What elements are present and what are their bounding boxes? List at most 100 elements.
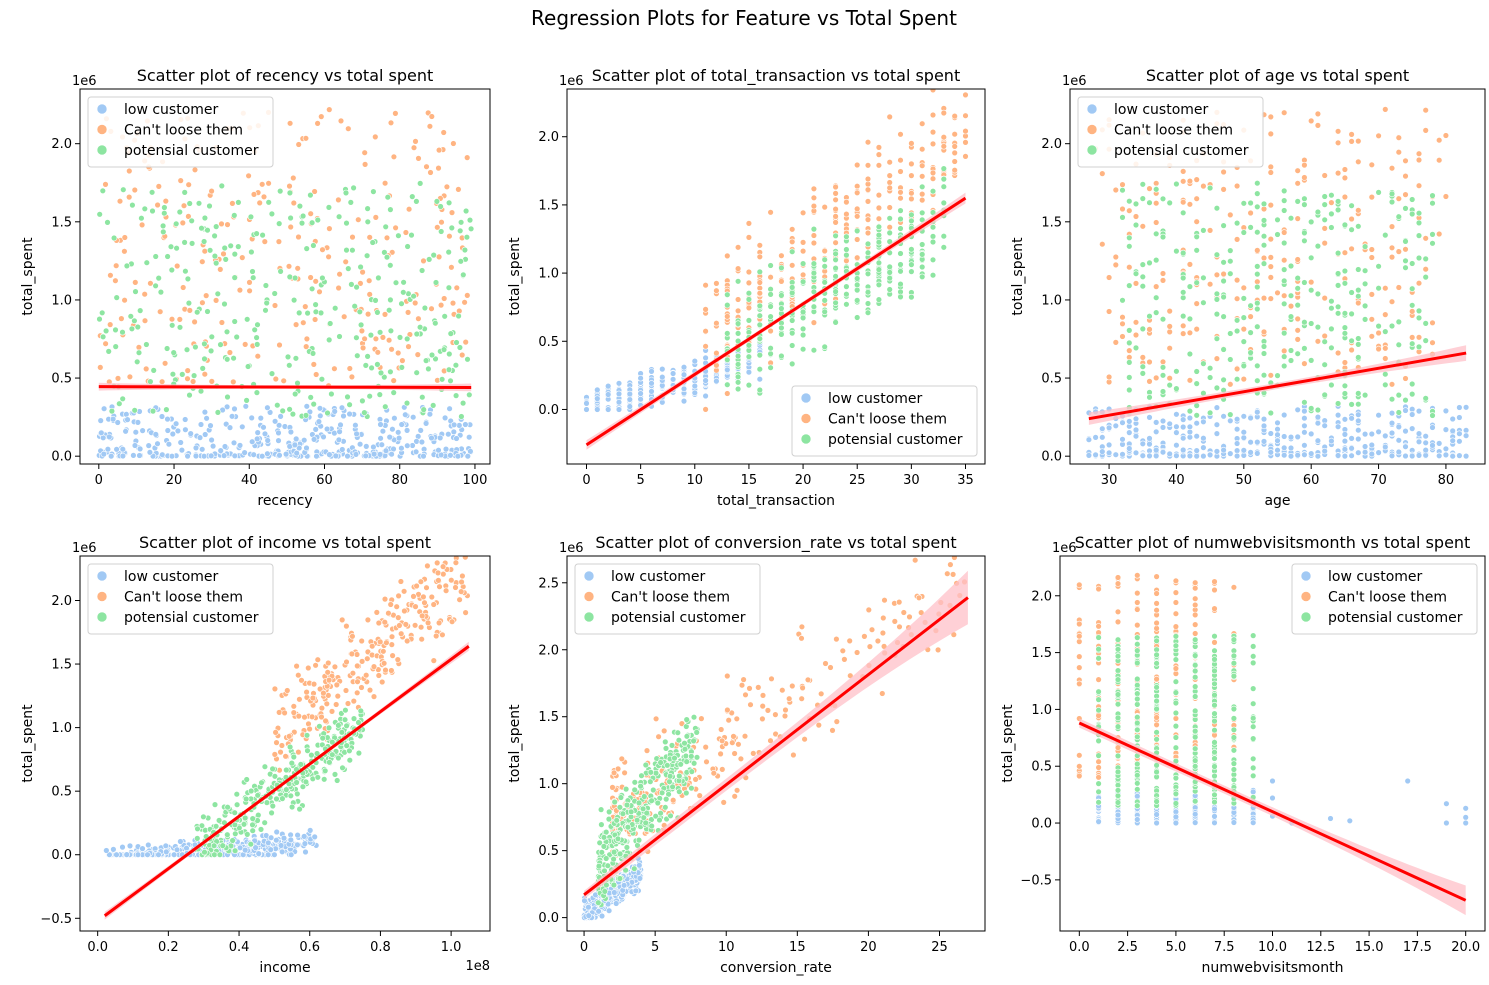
scatter-point — [370, 450, 378, 458]
scatter-point — [430, 657, 437, 664]
scatter-point — [185, 181, 192, 188]
scatter-point — [702, 343, 709, 350]
scatter-point — [745, 381, 753, 389]
scatter-point — [759, 702, 766, 710]
scatter-point — [864, 162, 872, 169]
scatter-point — [1361, 430, 1369, 438]
scatter-point — [929, 89, 937, 94]
scatter-point — [260, 193, 268, 201]
scatter-point — [253, 389, 261, 396]
scatter-point — [886, 172, 893, 179]
scatter-point — [756, 321, 763, 328]
scatter-point — [290, 753, 297, 761]
scatter-point — [318, 113, 325, 120]
scatter-point — [231, 452, 239, 459]
y-tick-label: 2.0 — [538, 130, 559, 145]
scatter-point — [418, 267, 426, 274]
scatter-point — [186, 307, 194, 314]
scatter-point — [331, 365, 338, 372]
y-tick-label: 1.0 — [51, 721, 72, 736]
scatter-point — [177, 838, 184, 845]
scatter-point — [1429, 412, 1436, 419]
scatter-point — [273, 828, 280, 836]
scatter-point — [325, 659, 332, 667]
scatter-point — [1247, 302, 1254, 309]
scatter-point — [929, 272, 937, 279]
scatter-point — [169, 430, 177, 438]
scatter-point — [121, 248, 128, 255]
scatter-point — [104, 219, 111, 226]
scatter-point — [99, 333, 107, 340]
y-offset-label: 1e6 — [72, 74, 97, 89]
scatter-point — [1408, 380, 1416, 388]
scatter-point — [799, 308, 807, 316]
scatter-point — [1368, 291, 1376, 298]
scatter-point — [604, 391, 612, 398]
scatter-point — [261, 430, 269, 437]
scatter-point — [778, 324, 785, 332]
scatter-point — [1254, 438, 1261, 446]
scatter-point — [307, 827, 314, 834]
scatter-point — [1341, 324, 1349, 331]
scatter-point — [388, 641, 395, 648]
legend-marker — [800, 413, 812, 424]
scatter-point — [1402, 191, 1409, 198]
scatter-point — [1206, 281, 1214, 288]
scatter-point — [1422, 320, 1429, 327]
scatter-point — [320, 433, 327, 441]
scatter-point — [1132, 200, 1140, 208]
scatter-point — [821, 343, 828, 350]
scatter-point — [1193, 380, 1200, 387]
scatter-point — [1375, 449, 1382, 456]
scatter-point — [226, 349, 234, 356]
scatter-point — [1402, 157, 1409, 165]
scatter-point — [456, 344, 464, 351]
scatter-point — [381, 180, 389, 187]
subplot-title: Scatter plot of total_transaction vs tot… — [592, 66, 960, 86]
scatter-point — [338, 404, 346, 411]
scatter-point — [1092, 451, 1099, 459]
scatter-point — [1280, 411, 1288, 419]
scatter-point — [1247, 313, 1254, 320]
scatter-point — [428, 351, 436, 359]
scatter-point — [318, 704, 326, 712]
scatter-point — [184, 275, 192, 283]
scatter-point — [251, 326, 258, 333]
scatter-point — [387, 296, 394, 304]
scatter-points — [583, 89, 969, 413]
scatter-point — [778, 331, 785, 338]
figure-title: Regression Plots for Feature vs Total Sp… — [531, 6, 957, 30]
scatter-point — [346, 410, 353, 418]
scatter-point — [1112, 339, 1120, 346]
scatter-point — [112, 277, 119, 284]
scatter-point — [886, 263, 893, 271]
scatter-point — [366, 686, 374, 694]
scatter-point — [419, 612, 426, 620]
scatter-point — [248, 787, 255, 795]
scatter-point — [334, 692, 341, 700]
scatter-point — [1415, 156, 1423, 164]
scatter-point — [1260, 372, 1268, 379]
scatter-points — [581, 556, 968, 921]
scatter-point — [445, 284, 453, 291]
scatter-point — [1334, 310, 1342, 317]
scatter-point — [310, 361, 317, 368]
scatter-point — [343, 742, 350, 749]
scatter-point — [1260, 260, 1268, 267]
scatter-point — [265, 180, 272, 187]
scatter-point — [288, 803, 296, 811]
scatter-point — [585, 903, 592, 911]
scatter-point — [1152, 283, 1160, 290]
scatter-point — [1159, 316, 1167, 323]
scatter-point — [733, 787, 741, 794]
scatter-point — [734, 330, 742, 337]
scatter-point — [464, 154, 471, 161]
scatter-point — [1314, 413, 1322, 421]
scatter-point — [106, 433, 113, 441]
scatter-point — [308, 713, 316, 720]
scatter-point — [104, 446, 112, 453]
scatter-point — [410, 414, 417, 421]
scatter-point — [167, 243, 175, 250]
scatter-point — [446, 405, 453, 412]
